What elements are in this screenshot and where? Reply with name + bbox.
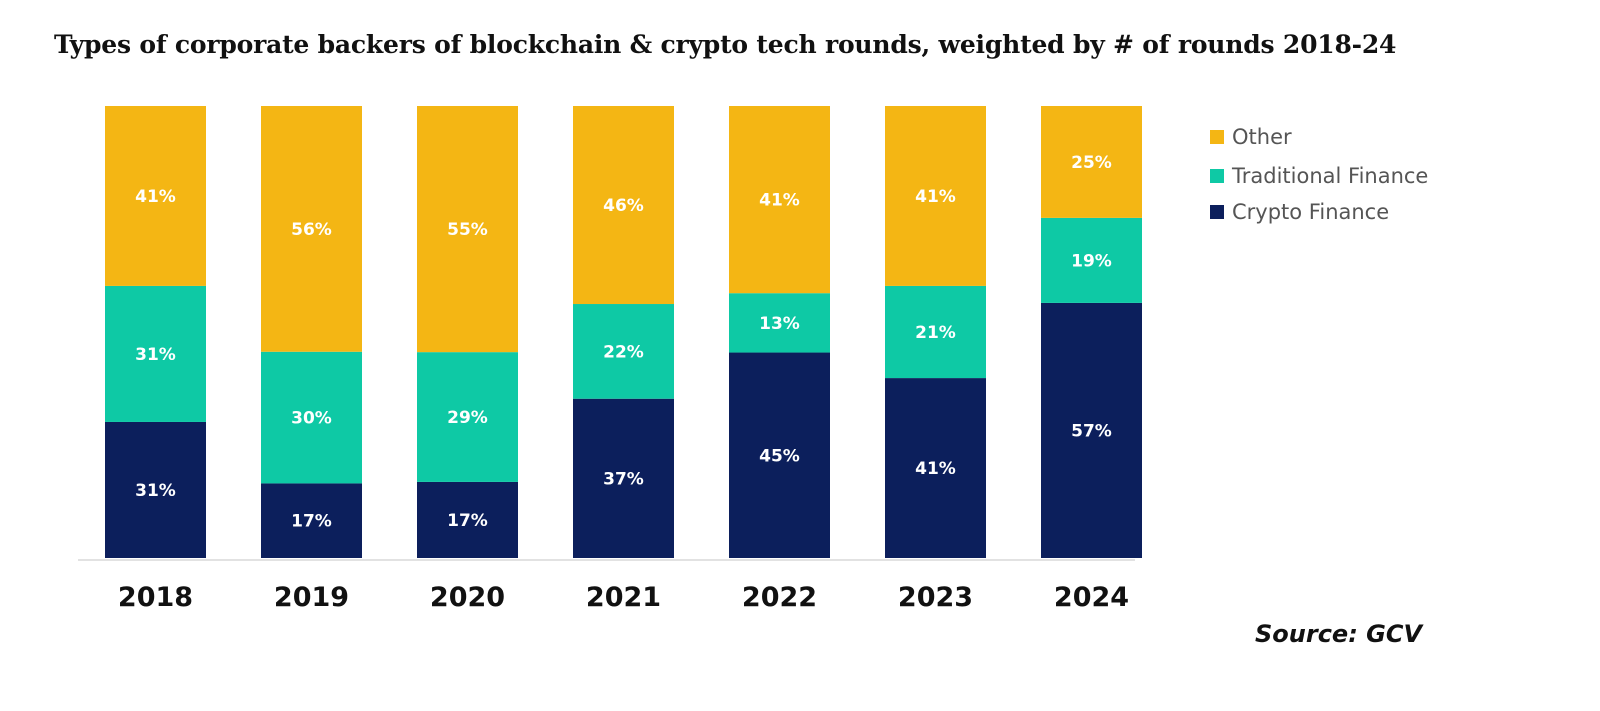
data-label-crypto-finance-2019: 17%: [291, 512, 332, 532]
legend-label-other: Other: [1232, 125, 1292, 149]
data-label-other-2020: 55%: [447, 220, 488, 240]
x-axis-ticks: 2018 2019 2020 2021 2022 2023 2024: [118, 582, 1129, 613]
bar-crypto-finance-2020: [417, 481, 518, 558]
legend-item-crypto-finance: Crypto Finance: [1210, 199, 1428, 225]
data-label-crypto-finance-2020: 17%: [447, 511, 488, 531]
bars-group: 31% 31% 41% 17% 30% 56% 17% 29% 55% 37% 22% 46% 45% 1…: [105, 106, 1142, 558]
chart-legend: Other Traditional Finance Crypto Finance: [1210, 124, 1428, 238]
x-tick-label-2023: 2023: [898, 582, 973, 613]
x-tick-label-2024: 2024: [1054, 582, 1129, 613]
data-label-other-2019: 56%: [291, 220, 332, 240]
bar-other-2018: [105, 106, 206, 286]
legend-swatch-other: [1210, 130, 1224, 144]
bar-other-2020: [417, 106, 518, 353]
bar-crypto-finance-2021: [573, 398, 674, 558]
bar-traditional-finance-2021: [573, 304, 674, 399]
bar-traditional-finance-2018: [105, 285, 206, 422]
data-label-traditional-finance-2019: 30%: [291, 409, 332, 429]
data-label-crypto-finance-2024: 57%: [1071, 421, 1112, 441]
legend-swatch-crypto-finance: [1210, 205, 1224, 219]
data-label-crypto-finance-2023: 41%: [915, 459, 956, 479]
data-label-traditional-finance-2023: 21%: [915, 323, 956, 343]
bar-traditional-finance-2020: [417, 352, 518, 482]
bar-crypto-finance-2022: [729, 352, 830, 558]
bar-other-2023: [885, 106, 986, 286]
x-tick-label-2018: 2018: [118, 582, 193, 613]
data-label-crypto-finance-2022: 45%: [759, 446, 800, 466]
source-note: Source: GCV: [1255, 620, 1423, 648]
x-tick-label-2021: 2021: [586, 582, 661, 613]
chart-title: Types of corporate backers of blockchain…: [54, 30, 1397, 59]
data-label-other-2023: 41%: [915, 187, 956, 207]
x-tick-label-2019: 2019: [274, 582, 349, 613]
legend-label-traditional-finance: Traditional Finance: [1232, 164, 1429, 188]
bar-crypto-finance-2023: [885, 378, 986, 558]
data-label-crypto-finance-2018: 31%: [135, 481, 176, 501]
data-label-other-2018: 41%: [135, 187, 176, 207]
bar-other-2019: [261, 106, 362, 352]
bar-traditional-finance-2022: [729, 293, 830, 353]
data-label-crypto-finance-2021: 37%: [603, 469, 644, 489]
legend-swatch-traditional-finance: [1210, 169, 1224, 183]
data-label-traditional-finance-2020: 29%: [447, 408, 488, 428]
bar-crypto-finance-2024: [1041, 302, 1142, 558]
legend-item-other: Other: [1210, 124, 1428, 150]
x-tick-label-2022: 2022: [742, 582, 817, 613]
data-label-traditional-finance-2024: 19%: [1071, 251, 1112, 271]
bar-traditional-finance-2024: [1041, 217, 1142, 303]
bar-other-2024: [1041, 106, 1142, 218]
bar-other-2021: [573, 106, 674, 305]
bar-crypto-finance-2018: [105, 421, 206, 558]
data-label-traditional-finance-2022: 13%: [759, 314, 800, 334]
data-label-traditional-finance-2018: 31%: [135, 345, 176, 365]
legend-item-traditional-finance: Traditional Finance: [1210, 163, 1428, 189]
data-label-other-2021: 46%: [603, 196, 644, 216]
bar-other-2022: [729, 106, 830, 294]
legend-label-crypto-finance: Crypto Finance: [1232, 200, 1390, 224]
data-label-traditional-finance-2021: 22%: [603, 342, 644, 362]
bar-traditional-finance-2023: [885, 285, 986, 379]
data-label-other-2024: 25%: [1071, 153, 1112, 173]
bar-crypto-finance-2019: [261, 483, 362, 558]
data-label-other-2022: 41%: [759, 191, 800, 211]
x-tick-label-2020: 2020: [430, 582, 505, 613]
bar-traditional-finance-2019: [261, 351, 362, 484]
